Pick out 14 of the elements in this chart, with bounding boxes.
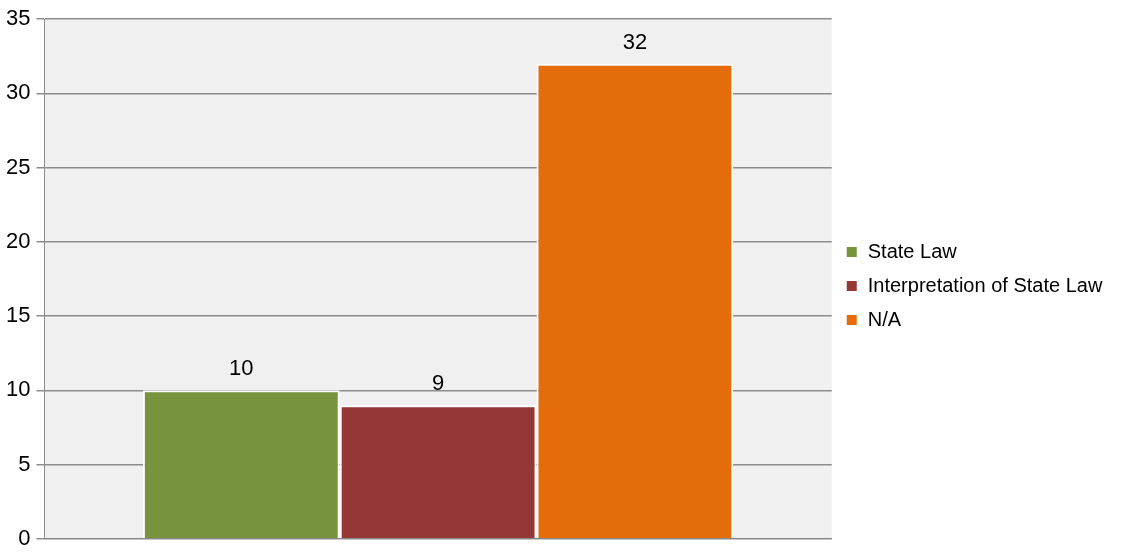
legend-label: Interpretation of State Law [867,273,1103,296]
legend-label: N/A [867,307,902,330]
data-label: 10 [229,355,254,381]
data-label: 32 [622,28,648,54]
data-label: 9 [431,370,445,396]
y-tick-label: 25 [5,153,31,179]
y-tick-label: 0 [18,524,31,550]
y-tick-label: 5 [18,450,31,476]
y-tick-label: 30 [5,79,31,105]
y-tick-label: 15 [5,302,31,328]
y-tick-label: 20 [5,227,31,253]
y-tick-label: 35 [5,5,31,31]
y-tick-label: 10 [5,376,31,402]
legend-label: State Law [867,239,958,262]
